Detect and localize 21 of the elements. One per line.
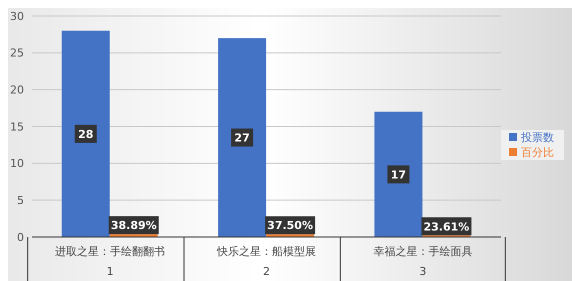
data-label: 27 bbox=[234, 132, 250, 145]
y-tick-label: 20 bbox=[10, 84, 24, 97]
legend-label: 百分比 bbox=[521, 146, 554, 158]
data-label: 23.61% bbox=[424, 220, 470, 234]
y-tick-label: 30 bbox=[10, 10, 24, 23]
data-label: 17 bbox=[390, 168, 406, 182]
y-tick-label: 10 bbox=[10, 157, 24, 170]
data-label: 37.50% bbox=[267, 219, 314, 232]
text: 2 bbox=[263, 265, 270, 278]
y-tick-label: 0 bbox=[17, 230, 24, 244]
x-tick-label: 进取之星：手绘翻翻书 bbox=[55, 245, 166, 258]
text: 3 bbox=[419, 265, 426, 278]
y-tick-label: 25 bbox=[10, 46, 24, 60]
x-tick-label: 幸福之星：手绘面具 bbox=[373, 245, 472, 258]
text: 1 bbox=[106, 265, 114, 278]
y-tick-label: 5 bbox=[17, 194, 24, 208]
data-label: 38.89% bbox=[110, 219, 157, 232]
y-tick-label: 15 bbox=[10, 120, 24, 134]
data-label: 28 bbox=[78, 128, 94, 141]
legend-label: 投票数 bbox=[521, 130, 554, 144]
x-tick-label: 快乐之星：船模型展 bbox=[216, 245, 316, 258]
